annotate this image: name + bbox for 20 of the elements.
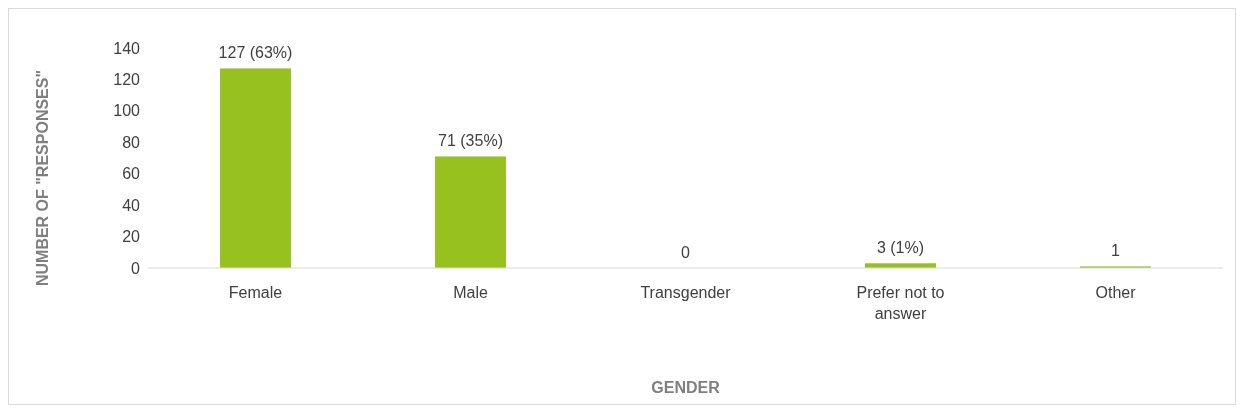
x-tick-label: Prefer not to answer <box>856 284 945 322</box>
y-tick-label: 100 <box>113 102 141 120</box>
x-tick-label: Male <box>453 284 488 301</box>
data-label: 127 (63%) <box>218 44 293 62</box>
y-tick-label: 140 <box>113 39 141 57</box>
y-tick-label: 20 <box>122 228 141 246</box>
y-tick-label: 40 <box>122 196 141 214</box>
data-label: 1 <box>1111 242 1121 260</box>
data-label: 3 (1%) <box>876 239 925 257</box>
y-tick-label: 60 <box>122 165 141 183</box>
y-axis-title: NUMBER OF "RESPONSES" <box>34 69 51 287</box>
y-tick-label: 120 <box>113 71 141 89</box>
x-tick-label: Female <box>228 284 283 301</box>
data-label: 71 (35%) <box>438 132 503 150</box>
x-axis-title: GENDER <box>651 379 721 396</box>
y-tick-label: 0 <box>131 259 141 277</box>
data-label: 0 <box>681 244 691 261</box>
x-tick-label: Transgender <box>640 284 732 301</box>
y-tick-label: 80 <box>122 133 141 151</box>
x-tick-label: Other <box>1095 284 1137 301</box>
